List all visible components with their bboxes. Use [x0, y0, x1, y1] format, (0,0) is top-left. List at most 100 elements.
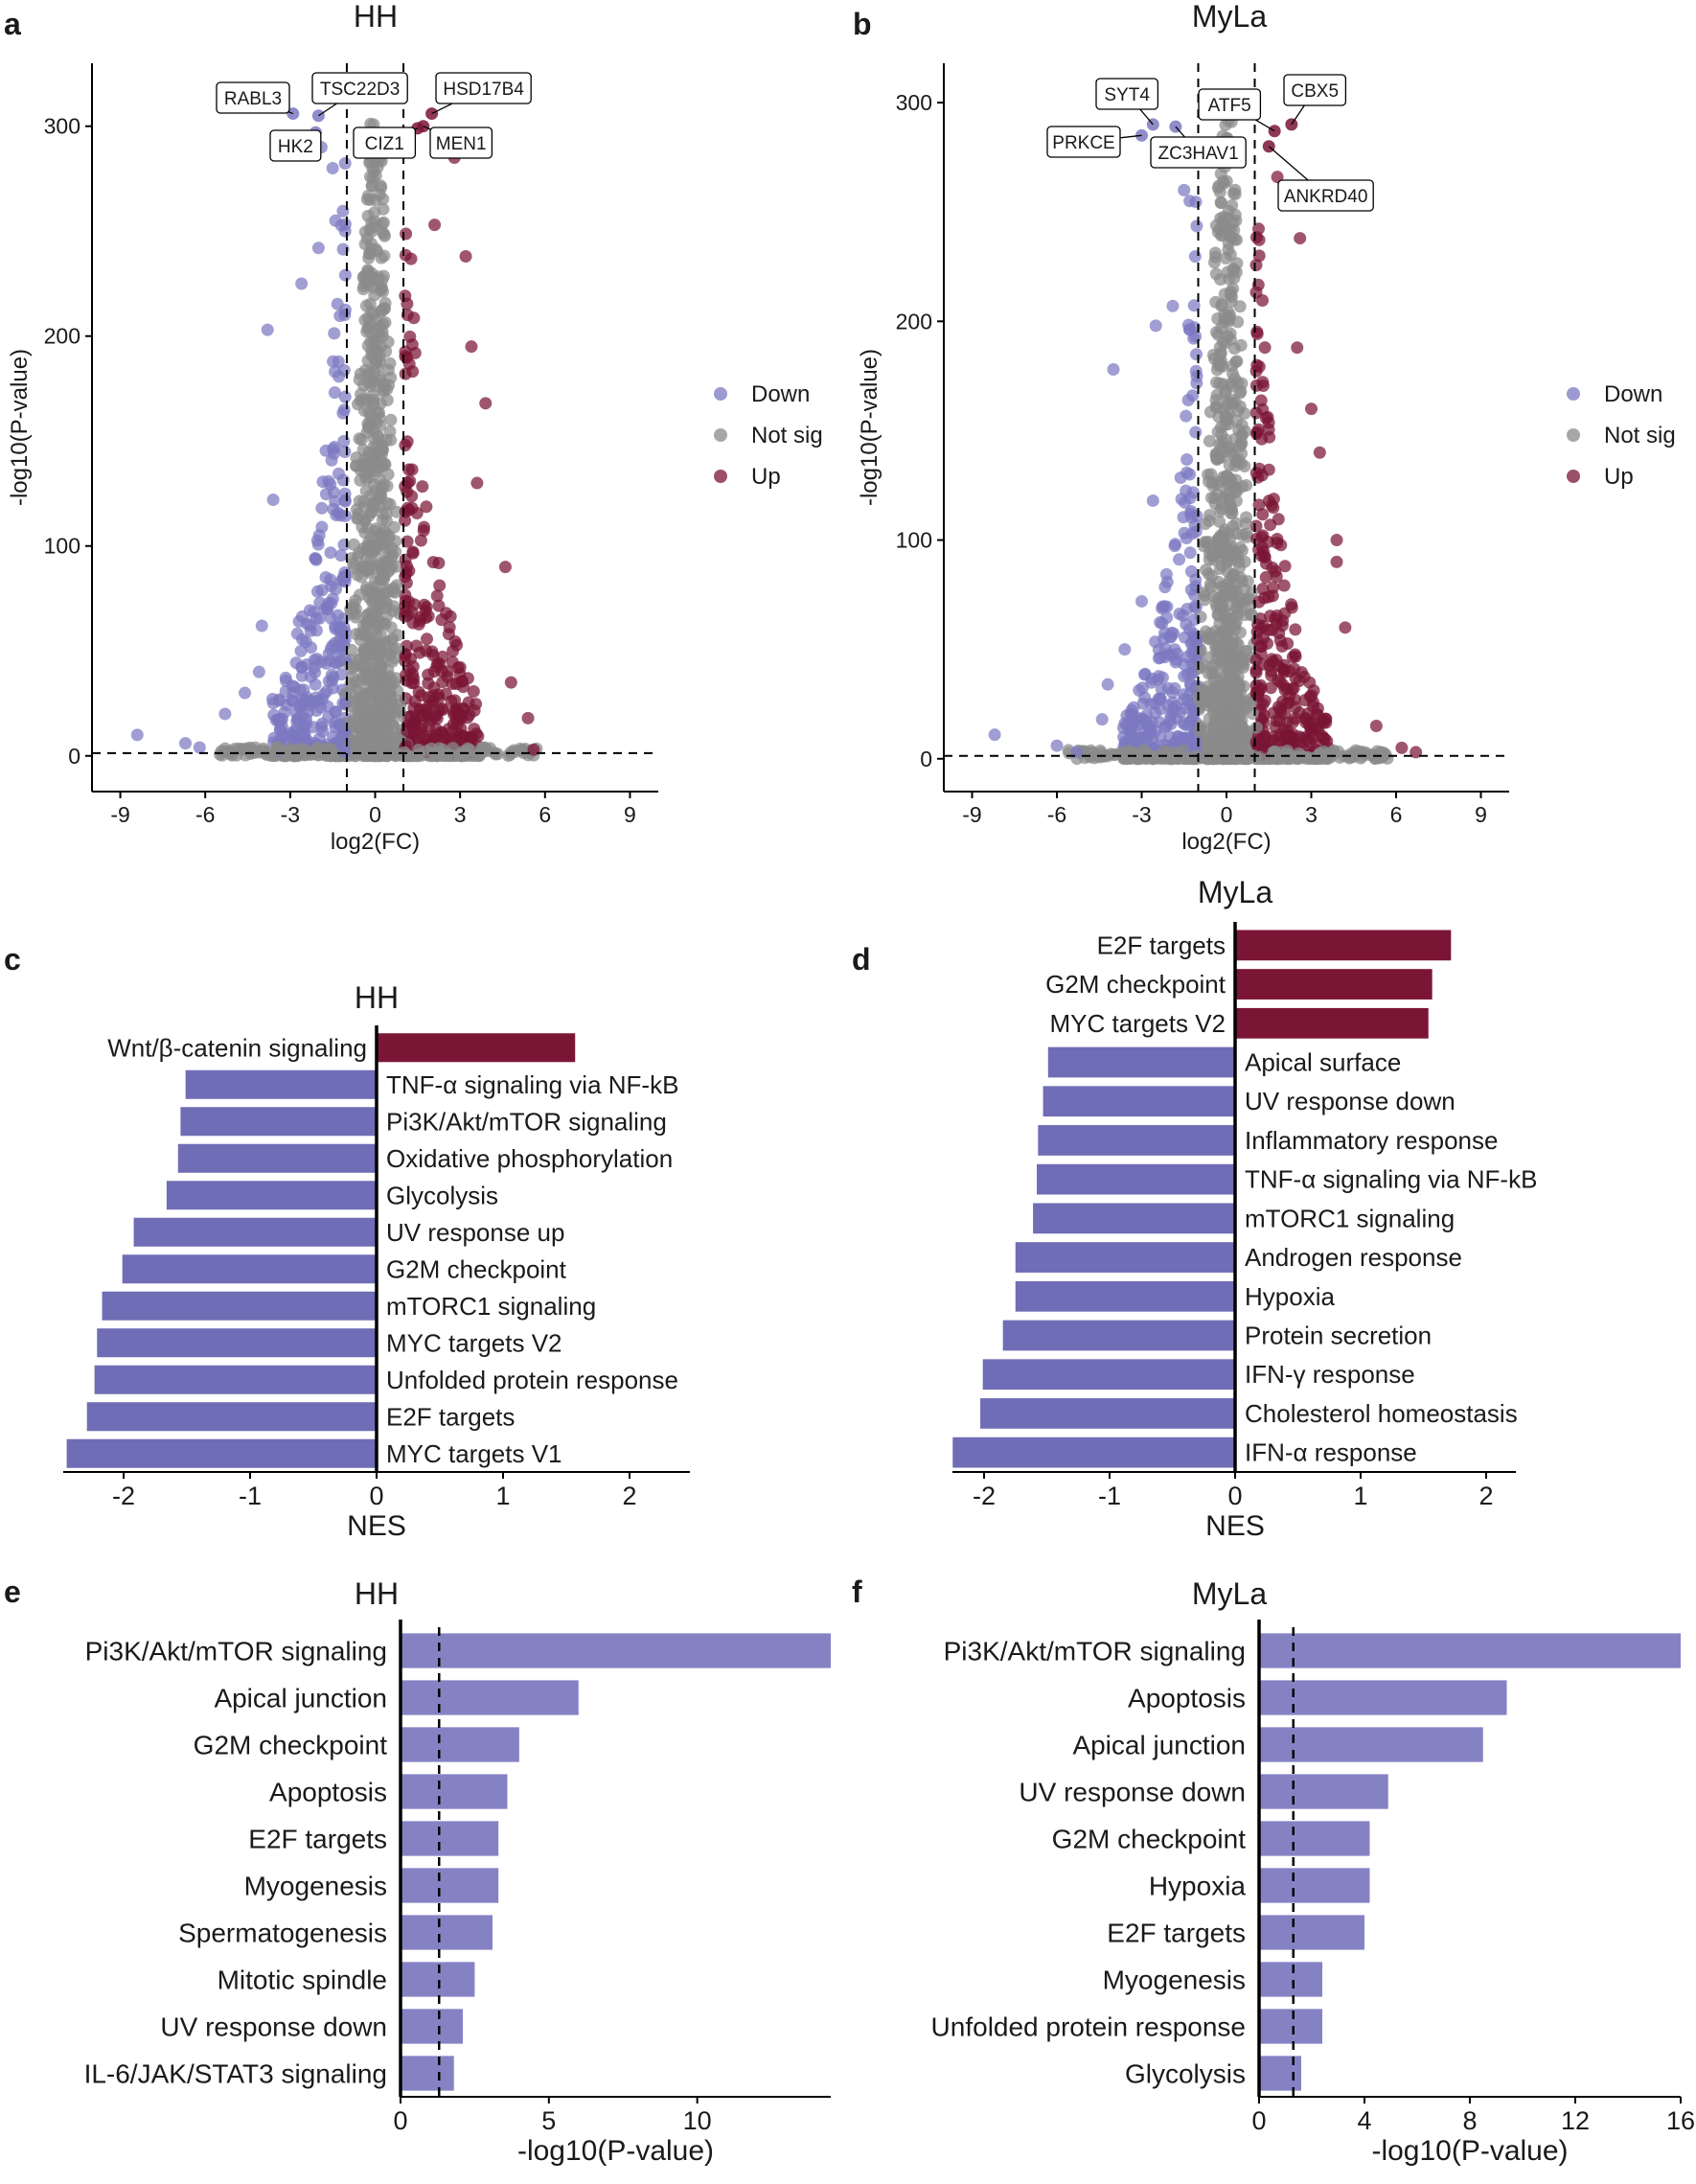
scatter-point-notsig	[363, 365, 377, 379]
bar	[1259, 1868, 1370, 1903]
scatter-point-notsig	[385, 695, 398, 708]
gene-label: ANKRD40	[1284, 187, 1368, 207]
scatter-point-down	[338, 390, 352, 403]
scatter-point-up	[1250, 325, 1264, 338]
scatter-point-up	[1265, 669, 1278, 682]
gene-label: CIZ1	[365, 134, 404, 154]
bar-category-label: UV response down	[160, 2012, 387, 2042]
scatter-point-up	[422, 668, 435, 681]
scatter-point-up	[407, 598, 421, 611]
scatter-point-down	[1173, 608, 1186, 620]
scatter-point-down	[1127, 711, 1140, 724]
scatter-point-notsig	[1216, 600, 1229, 613]
scatter-point-down	[1158, 581, 1172, 594]
scatter-point-down	[1166, 706, 1180, 719]
scatter-point-down	[988, 728, 1001, 742]
panel-f-ora-myla: f MyLa Pi3K/Akt/mTOR signaling Apoptosis Api…	[852, 1575, 1695, 2167]
scatter-point-up	[1261, 637, 1273, 650]
scatter-point-up	[399, 514, 412, 527]
scatter-point-down	[1178, 701, 1191, 715]
scatter-point-down	[315, 501, 329, 515]
bar-category-label: MYC targets V2	[1049, 1009, 1226, 1038]
scatter-point-up	[418, 520, 430, 534]
bar	[401, 1962, 475, 1997]
scatter-point-notsig	[1317, 745, 1330, 758]
scatter-point-down	[1190, 219, 1203, 233]
scatter-point-notsig	[1206, 349, 1220, 361]
scatter-point-notsig	[1145, 750, 1158, 764]
bar	[1259, 1633, 1681, 1668]
scatter-point-up	[461, 711, 474, 724]
scatter-point-up	[1305, 402, 1318, 416]
scatter-point-notsig	[1377, 747, 1390, 760]
scatter-point-down	[334, 549, 348, 563]
scatter-point-down	[1138, 668, 1152, 681]
scatter-point-down	[295, 277, 309, 290]
bar-category-label: E2F targets	[248, 1825, 387, 1854]
scatter-point-notsig	[1209, 394, 1223, 406]
scatter-point-notsig	[349, 675, 362, 688]
legend: Down Not sig Up	[714, 381, 823, 490]
scatter-point-notsig	[1194, 720, 1207, 733]
scatter-point-notsig	[1225, 442, 1238, 455]
scatter-point-down	[324, 546, 337, 560]
scatter-point-down	[338, 487, 352, 500]
scatter-point-down	[327, 486, 340, 499]
scatter-point-notsig	[1227, 718, 1241, 731]
bar-category-label: UV response down	[1245, 1087, 1455, 1115]
x-axis-label: -log10(P-value)	[1371, 2135, 1568, 2167]
scatter-point-notsig	[230, 748, 243, 762]
scatter-point-notsig	[377, 193, 390, 206]
bar	[133, 1217, 377, 1247]
scatter-point-down	[338, 446, 352, 458]
scatter-point-down	[1183, 677, 1197, 690]
scatter-point-down	[1190, 638, 1203, 652]
scatter-point-down	[1159, 720, 1173, 733]
scatter-point-up	[430, 589, 444, 603]
scatter-point-up	[1252, 595, 1266, 609]
scatter-point-down	[321, 601, 334, 614]
x-axis-label: log2(FC)	[1181, 829, 1271, 855]
scatter-point-notsig	[1226, 669, 1240, 681]
scatter-point-up	[471, 729, 485, 743]
bar-category-label: Unfolded protein response	[931, 2012, 1246, 2042]
scatter-point-notsig	[368, 216, 381, 229]
scatter-point-up	[1252, 360, 1266, 374]
scatter-point-down	[295, 708, 309, 722]
scatter-point-down	[335, 668, 349, 681]
scatter-point-up	[1286, 727, 1299, 741]
scatter-point-down	[1177, 731, 1189, 745]
panel-b-volcano-myla: b MyLa -9 -6 -3 0 3 6 9 0 100 200 300 log2(FC) -log10(…	[853, 0, 1676, 855]
gene-label: ZC3HAV1	[1158, 144, 1239, 164]
gene-label: RABL3	[224, 89, 282, 109]
scatter-point-down	[1186, 389, 1200, 402]
chart-title: HH	[354, 0, 398, 34]
scatter-point-down	[261, 323, 274, 336]
scatter-point-down	[1138, 715, 1152, 728]
scatter-point-down	[337, 363, 351, 377]
x-tick-label: -6	[1047, 802, 1066, 827]
bar	[1259, 1962, 1322, 1997]
scatter-point-up	[1277, 579, 1291, 592]
panel-a-volcano-hh: a HH -9 -6 -3 0 3 6 9 0 100 200 300 log2(FC) -log10(P-…	[4, 0, 823, 855]
scatter-point-notsig	[1229, 687, 1243, 701]
scatter-point-notsig	[1227, 480, 1241, 494]
legend-entry: Up	[1604, 464, 1634, 490]
bar	[401, 1774, 508, 1809]
scatter-point-notsig	[1236, 732, 1249, 745]
scatter-point-up	[405, 490, 419, 503]
chart-title: MyLa	[1192, 0, 1267, 34]
scatter-point-up	[1251, 689, 1265, 702]
scatter-point-notsig	[354, 394, 367, 407]
scatter-point-up	[451, 661, 465, 675]
scatter-point-notsig	[368, 206, 381, 219]
bar	[122, 1254, 378, 1284]
scatter-point-down	[1187, 332, 1201, 345]
scatter-point-notsig	[1223, 312, 1236, 326]
x-tick-label: 1	[1353, 1482, 1367, 1510]
scatter-point-up	[1301, 707, 1315, 721]
scatter-point-notsig	[1203, 475, 1215, 488]
bar-category-label: TNF-α signaling via NF-kB	[386, 1070, 678, 1099]
y-tick-label: 100	[44, 534, 80, 559]
scatter-point-notsig	[365, 632, 378, 646]
